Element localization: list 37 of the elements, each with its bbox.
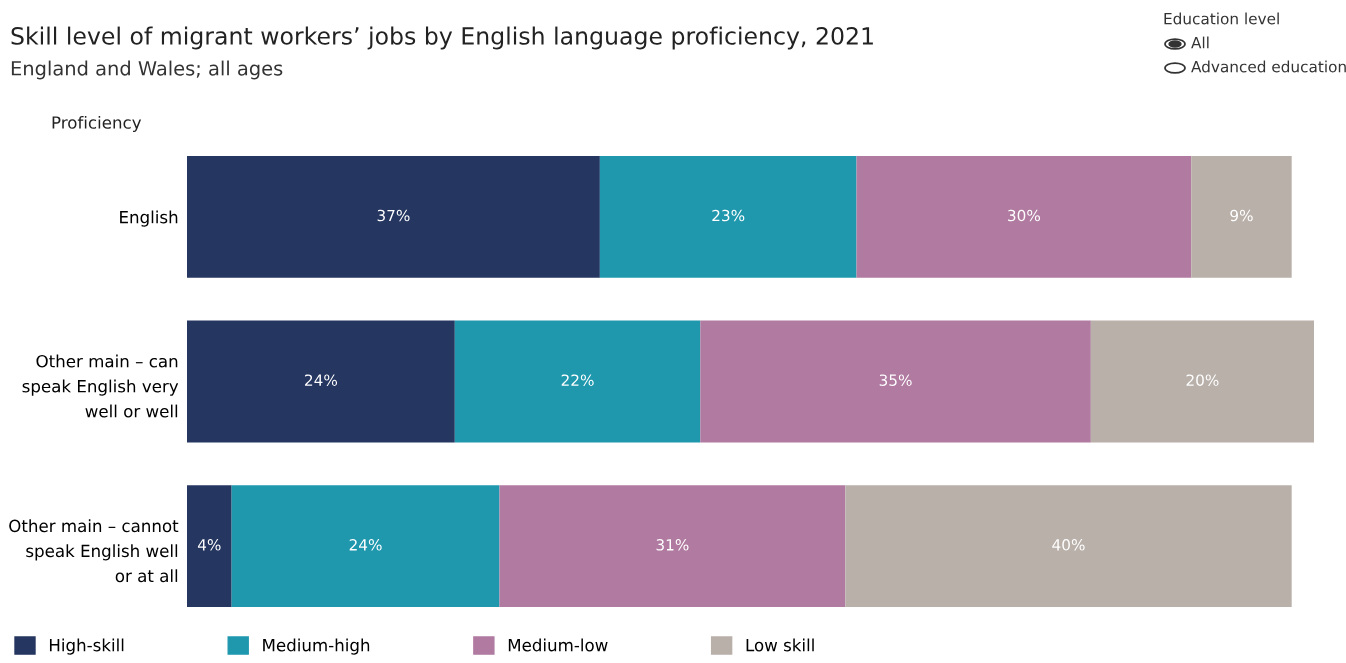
bar — [1191, 155, 1292, 278]
y-axis-title: Proficiency — [52, 115, 142, 133]
bar — [187, 155, 600, 278]
bar — [454, 320, 701, 443]
y-tick-label: Other main – can speak English very well or well — [22, 354, 179, 418]
chart-subtitle: England and Wales; all ages — [11, 60, 283, 80]
legend-label: Low skill — [746, 638, 814, 652]
data-label: 4% — [197, 539, 221, 551]
text: All — [1191, 36, 1209, 49]
bar — [599, 155, 857, 278]
legend-label: Medium-low — [508, 638, 608, 652]
bar — [187, 485, 232, 608]
data-label: 9% — [1230, 209, 1253, 222]
data-label: 20% — [1186, 374, 1219, 386]
data-label: 24% — [349, 539, 382, 551]
bar — [856, 155, 1192, 278]
bar — [1090, 320, 1314, 443]
data-label: 40% — [1052, 539, 1085, 551]
bar — [187, 320, 455, 443]
data-label: 35% — [879, 374, 912, 386]
bar — [499, 485, 846, 608]
data-label: 23% — [712, 209, 745, 222]
bar — [845, 485, 1292, 608]
y-tick-label: Other main – cannot speak English well or at all — [9, 519, 179, 583]
data-label: 30% — [1008, 209, 1041, 222]
legend-label: Medium-high — [263, 638, 370, 655]
bar — [700, 320, 1091, 443]
text: Education level — [1164, 12, 1279, 25]
y-tick-label: English — [120, 210, 178, 227]
data-label: 31% — [656, 539, 689, 551]
data-label: 24% — [305, 374, 338, 386]
bar — [231, 485, 500, 608]
chart-title: Skill level of migrant workers’ jobs by English language proficiency, 2021 — [11, 26, 873, 50]
data-label: 22% — [561, 374, 594, 386]
data-label: 37% — [377, 209, 410, 222]
legend-label: High-skill — [49, 638, 124, 655]
text: Advanced education — [1191, 60, 1346, 73]
